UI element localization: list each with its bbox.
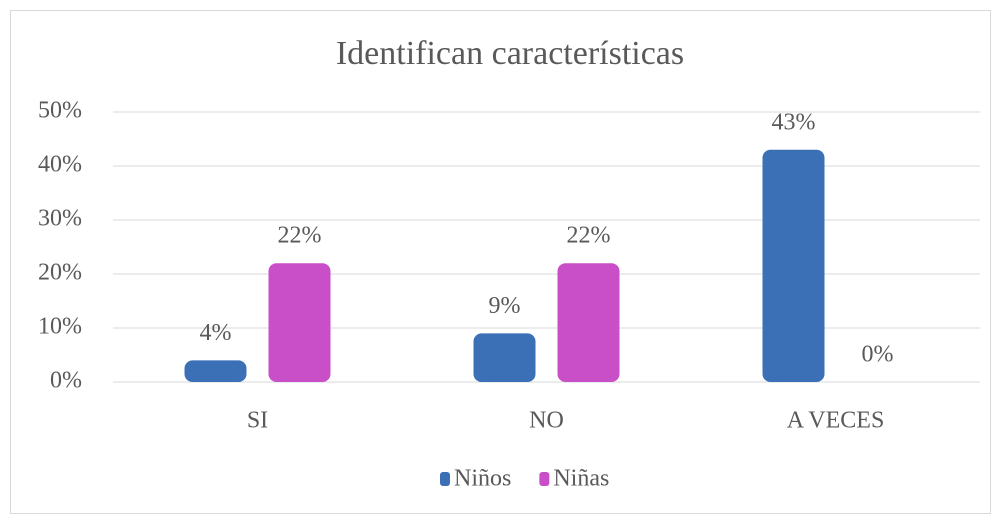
value-label: 0%: [862, 342, 894, 368]
bar: [473, 333, 536, 382]
value-label: 9%: [489, 293, 521, 319]
legend-label: Niñas: [553, 466, 609, 492]
bar: [557, 263, 620, 382]
x-tick-label: NO: [529, 408, 564, 434]
bar: [268, 263, 331, 382]
legend-swatch: [440, 472, 450, 486]
y-tick-label: 50%: [38, 98, 82, 124]
chart-border: [10, 10, 991, 514]
y-tick-label: 40%: [38, 152, 82, 178]
legend-label: Niños: [454, 466, 511, 492]
y-tick-label: 20%: [38, 260, 82, 286]
value-label: 4%: [200, 320, 232, 346]
x-tick-label: A VECES: [787, 408, 885, 434]
y-tick-label: 10%: [38, 314, 82, 340]
chart-title: Identifican características: [336, 35, 684, 72]
value-label: 22%: [567, 223, 611, 249]
legend-swatch: [539, 472, 550, 486]
value-label: 43%: [772, 109, 816, 135]
bar: [184, 360, 247, 382]
y-tick-label: 0%: [50, 368, 82, 394]
x-tick-label: SI: [247, 408, 268, 434]
y-tick-label: 30%: [38, 206, 82, 232]
value-label: 22%: [278, 223, 322, 249]
bar: [762, 149, 825, 382]
